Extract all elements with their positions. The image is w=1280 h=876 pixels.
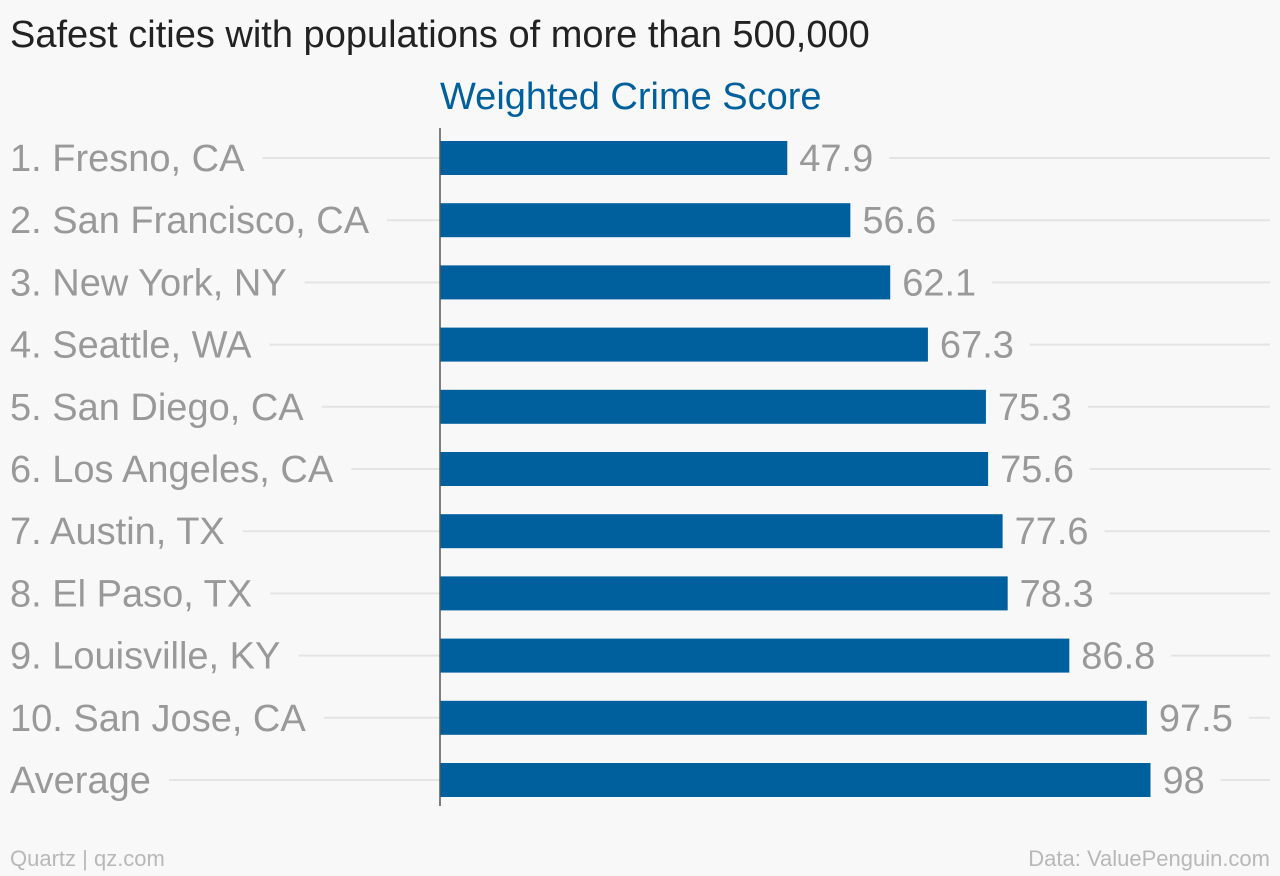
category-label: Average [10, 760, 151, 802]
bar [440, 203, 851, 238]
category-label: 8. El Paso, TX [10, 573, 252, 615]
category-label: 5. San Diego, CA [10, 387, 304, 429]
value-label: 62.1 [902, 262, 976, 304]
source-credit-right: Data: ValuePenguin.com [1028, 846, 1270, 871]
bar [440, 638, 1070, 673]
bar [440, 576, 1008, 611]
bar [440, 452, 989, 486]
category-label: 3. New York, NY [10, 262, 287, 304]
value-label: 98 [1163, 760, 1205, 802]
value-label: 75.3 [998, 387, 1072, 429]
category-label: 6. Los Angeles, CA [10, 449, 334, 491]
chart-title: Safest cities with populations of more t… [10, 14, 870, 56]
category-label: 9. Louisville, KY [10, 636, 280, 678]
value-label: 47.9 [799, 138, 873, 180]
value-label: 78.3 [1020, 573, 1094, 615]
series-title: Weighted Crime Score [440, 76, 822, 118]
bar [440, 389, 986, 424]
bar [440, 265, 891, 300]
value-label: 97.5 [1159, 698, 1233, 740]
source-credit-left: Quartz | qz.com [10, 846, 165, 871]
category-label: 7. Austin, TX [10, 511, 225, 553]
value-label: 56.6 [862, 200, 936, 242]
value-label: 67.3 [940, 325, 1014, 367]
value-label: 75.6 [1000, 449, 1074, 491]
bar [440, 514, 1003, 549]
value-label: 77.6 [1015, 511, 1089, 553]
bar [440, 327, 928, 362]
value-label: 86.8 [1081, 636, 1155, 678]
bar [440, 763, 1151, 797]
category-label: 10. San Jose, CA [10, 698, 306, 740]
bar [440, 141, 788, 175]
category-label: 1. Fresno, CA [10, 138, 245, 180]
category-label: 2. San Francisco, CA [10, 200, 370, 242]
category-label: 4. Seattle, WA [10, 325, 252, 367]
bar [440, 700, 1147, 735]
